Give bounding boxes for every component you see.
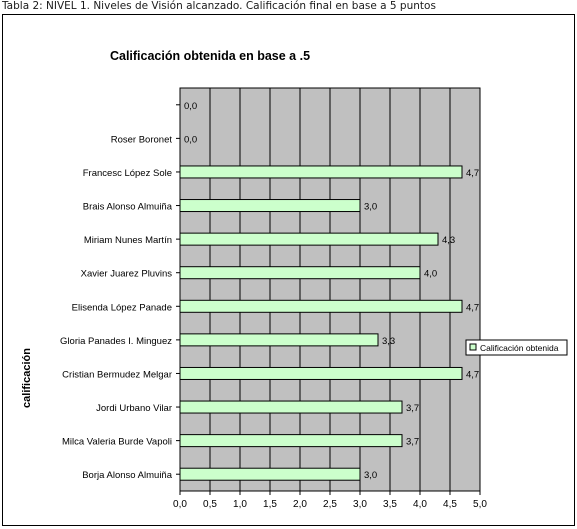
data-labels: 0,0 0,0 4,7 3,0 4,3 4,0 4,7 3,3 4,7 3,7 3,7 3,0 bbox=[184, 101, 479, 481]
data-label: 4,7 bbox=[466, 369, 479, 380]
x-tick-label: 1,0 bbox=[233, 499, 247, 510]
data-label: 0,0 bbox=[184, 134, 197, 145]
legend: Calificación obtenida bbox=[465, 339, 568, 356]
data-label: 3,3 bbox=[382, 336, 395, 347]
category-labels: Roser Boronet Francesc López Sole Brais Al… bbox=[60, 104, 180, 481]
data-label: 3,0 bbox=[364, 202, 377, 213]
bar bbox=[179, 333, 379, 347]
category-label: Elisenda López Panade bbox=[72, 302, 172, 313]
category-label: Gloria Panades I. Minguez bbox=[60, 336, 172, 347]
bars bbox=[179, 165, 463, 481]
category-label: Cristian Bermudez Melgar bbox=[62, 369, 172, 380]
bar bbox=[179, 299, 463, 313]
table-caption: Tabla 2: NIVEL 1. Niveles de Visión alca… bbox=[2, 0, 436, 12]
category-label: Brais Alonso Almuiña bbox=[83, 202, 173, 213]
category-label: Roser Boronet bbox=[111, 134, 173, 145]
legend-swatch bbox=[469, 343, 477, 351]
y-axis-label: calificación bbox=[21, 348, 33, 408]
bar bbox=[179, 232, 439, 246]
grid-lines bbox=[209, 88, 451, 491]
data-label: 4,0 bbox=[424, 269, 437, 280]
x-tick-label: 3,5 bbox=[383, 499, 397, 510]
chart-title: Calificación obtenida en base a .5 bbox=[110, 49, 310, 63]
category-label: Miriam Nunes Martín bbox=[84, 235, 172, 246]
x-tick-label: 0,0 bbox=[173, 499, 187, 510]
data-label: 3,0 bbox=[364, 470, 377, 481]
bar bbox=[179, 266, 421, 280]
bar bbox=[179, 366, 463, 380]
x-tick-label: 5,0 bbox=[473, 499, 487, 510]
legend-box bbox=[465, 339, 568, 356]
x-tick-label: 2,5 bbox=[323, 499, 337, 510]
x-tick-label: 3,0 bbox=[353, 499, 367, 510]
data-label: 3,7 bbox=[406, 403, 419, 414]
x-tick-label: 4,5 bbox=[443, 499, 457, 510]
data-label: 0,0 bbox=[184, 101, 197, 112]
x-tick-label: 2,0 bbox=[293, 499, 307, 510]
bar bbox=[179, 434, 403, 448]
x-tick-label: 1,5 bbox=[263, 499, 277, 510]
data-label: 4,3 bbox=[442, 235, 455, 246]
category-label: Borja Alonso Almuiña bbox=[82, 470, 172, 481]
category-label: Jordi Urbano Vilar bbox=[96, 403, 172, 414]
category-label: Milca Valeria Burde Vapoli bbox=[62, 437, 172, 448]
bar bbox=[179, 467, 361, 481]
bar bbox=[179, 400, 403, 414]
data-label: 4,7 bbox=[466, 168, 479, 179]
legend-label: Calificación obtenida bbox=[480, 343, 559, 353]
x-tick-labels: 0,0 0,5 1,0 1,5 2,0 2,5 3,0 3,5 4,0 4,5 5,0 bbox=[173, 491, 487, 510]
bar bbox=[179, 199, 361, 213]
x-tick-label: 0,5 bbox=[203, 499, 217, 510]
x-tick-label: 4,0 bbox=[413, 499, 427, 510]
category-label: Francesc López Sole bbox=[83, 168, 172, 179]
data-label: 3,7 bbox=[406, 437, 419, 448]
bar bbox=[179, 165, 463, 179]
category-label: Xavier Juarez Pluvins bbox=[81, 269, 173, 280]
data-label: 4,7 bbox=[466, 302, 479, 313]
